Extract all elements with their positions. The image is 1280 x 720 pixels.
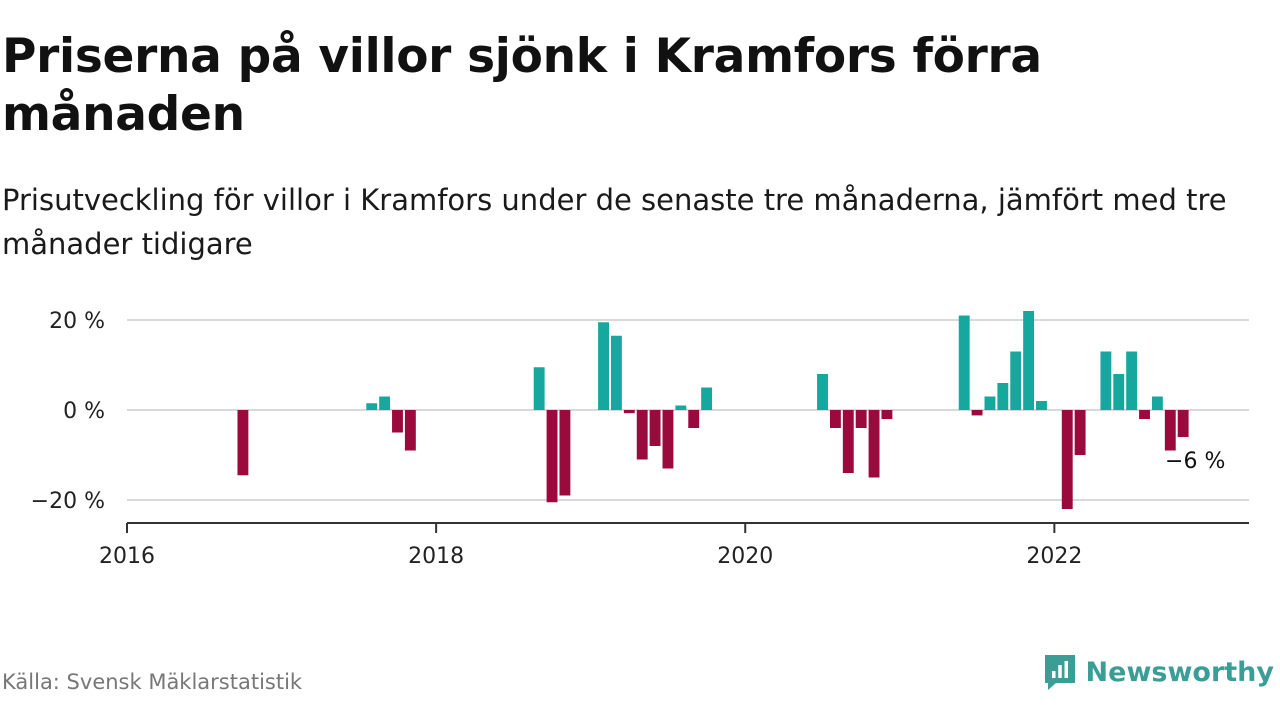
bar xyxy=(237,410,249,476)
bar xyxy=(1061,410,1073,509)
bar xyxy=(1036,401,1047,410)
bar xyxy=(392,410,403,433)
bar xyxy=(688,410,700,428)
bar xyxy=(1074,410,1086,455)
y-tick-label: −20 % xyxy=(31,489,105,514)
bar xyxy=(842,410,854,473)
brand-name: Newsworthy xyxy=(1085,656,1274,688)
chart-title: Priserna på villor sjönk i Kramfors förr… xyxy=(2,29,1042,142)
bar xyxy=(855,410,867,428)
bar xyxy=(598,322,609,410)
annotation-label: −6 % xyxy=(1165,449,1225,474)
bar xyxy=(1151,396,1163,410)
bar xyxy=(1113,374,1125,410)
bar xyxy=(559,410,571,496)
y-tick-label: 20 % xyxy=(49,309,105,334)
bar xyxy=(829,410,841,428)
bar xyxy=(1100,351,1112,410)
bar xyxy=(997,383,1009,410)
bar xyxy=(1177,410,1189,437)
bar xyxy=(623,410,635,414)
bar xyxy=(1139,410,1150,419)
bar xyxy=(971,410,983,416)
bar xyxy=(379,396,391,410)
bar xyxy=(649,410,661,446)
bar xyxy=(546,410,558,503)
bar xyxy=(611,335,622,410)
x-tick-label: 2018 xyxy=(408,544,464,569)
chart-subtitle: Prisutveckling för villor i Kramfors und… xyxy=(2,183,1227,261)
bar xyxy=(404,410,416,451)
x-tick-label: 2020 xyxy=(717,544,773,569)
bar xyxy=(662,410,674,469)
x-tick-label: 2022 xyxy=(1026,544,1082,569)
bar xyxy=(1023,311,1035,410)
source-note: Källa: Svensk Mäklarstatistik xyxy=(2,670,303,694)
bar xyxy=(701,387,713,410)
bar xyxy=(636,410,648,460)
bar xyxy=(817,374,828,410)
bar xyxy=(1126,351,1138,410)
bar xyxy=(675,405,687,410)
bar xyxy=(868,410,880,478)
bar xyxy=(1010,351,1022,410)
brand-logo: Newsworthy xyxy=(1042,652,1274,692)
bar xyxy=(881,410,893,419)
bar xyxy=(984,396,996,410)
bar-chart: 20 % 0 % −20 % 2016 2018 2020 2022 −6 % xyxy=(31,309,1249,569)
bar xyxy=(533,367,545,410)
newsworthy-logo-icon xyxy=(1044,655,1075,690)
bar xyxy=(958,315,970,410)
bar xyxy=(366,403,378,410)
y-tick-label: 0 % xyxy=(63,399,105,424)
x-tick-label: 2016 xyxy=(99,544,155,569)
bar xyxy=(1164,410,1176,451)
